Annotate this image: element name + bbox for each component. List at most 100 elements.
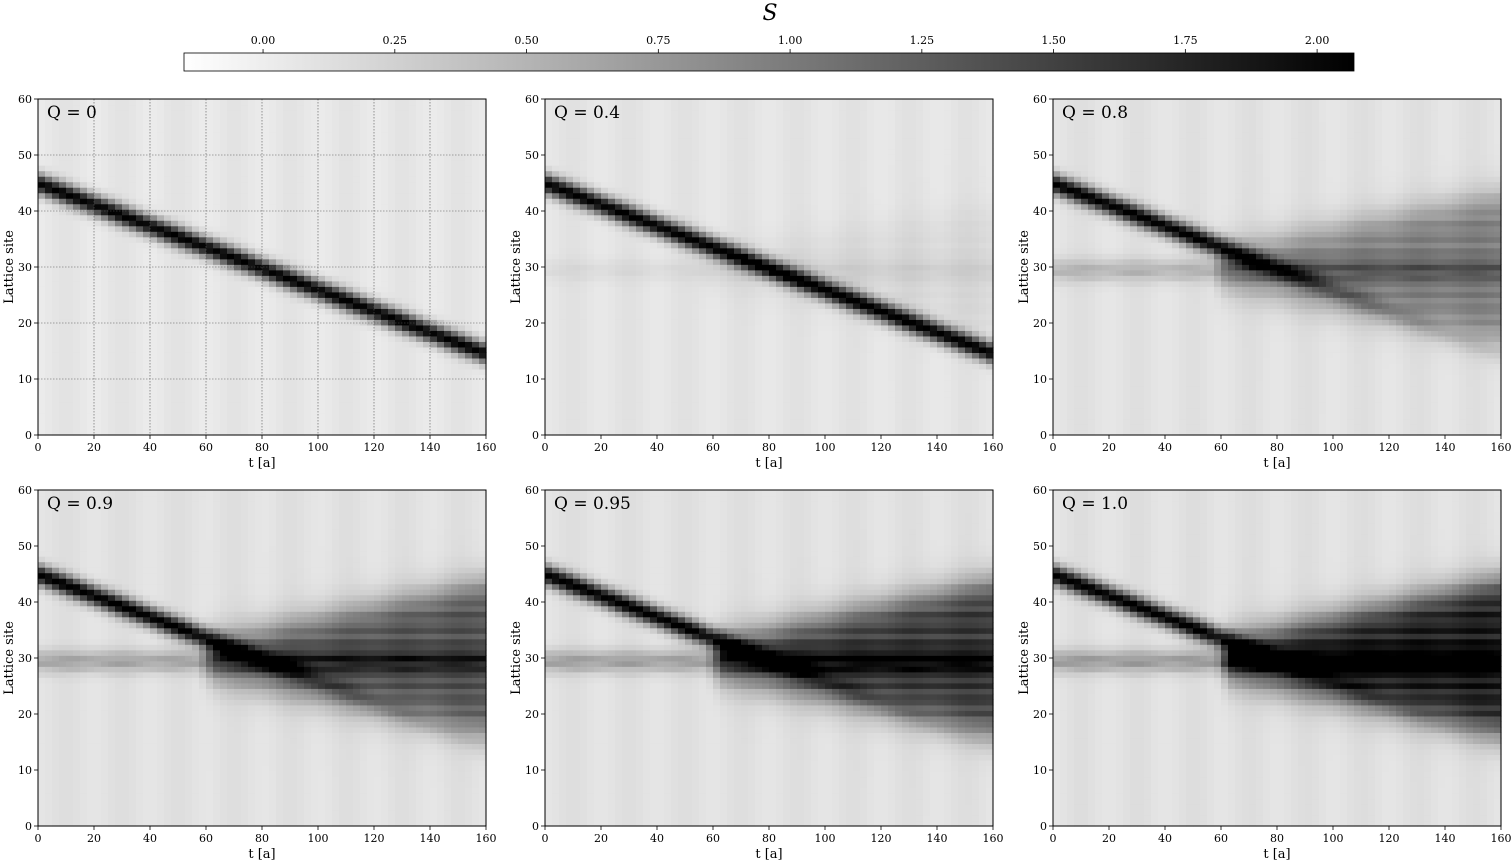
heatmap-cell xyxy=(248,242,256,249)
heatmap-cell xyxy=(601,165,609,172)
heatmap-cell xyxy=(367,137,375,144)
heatmap-cell xyxy=(178,143,186,150)
heatmap-cell xyxy=(66,99,74,106)
heatmap-cell xyxy=(38,418,46,425)
heatmap-cell xyxy=(479,335,487,342)
heatmap-cell xyxy=(594,203,602,210)
heatmap-cell xyxy=(38,330,46,337)
heatmap-cell xyxy=(297,308,305,315)
heatmap-cell xyxy=(601,154,609,161)
heatmap-cell xyxy=(552,264,560,271)
heatmap-cell xyxy=(122,357,130,364)
heatmap-cell xyxy=(80,264,88,271)
heatmap-cell xyxy=(629,418,637,425)
heatmap-cell xyxy=(255,258,263,265)
heatmap-cell xyxy=(444,297,452,304)
heatmap-cell xyxy=(552,236,560,243)
heatmap-cell xyxy=(129,143,137,150)
heatmap-cell xyxy=(402,115,410,122)
heatmap-cell xyxy=(416,126,424,133)
heatmap-cell xyxy=(346,429,354,436)
heatmap-cell xyxy=(192,291,200,298)
heatmap-cell xyxy=(559,275,567,282)
heatmap-cell xyxy=(587,143,595,150)
heatmap-cell xyxy=(395,429,403,436)
heatmap-cell xyxy=(552,291,560,298)
heatmap-cell xyxy=(353,352,361,359)
heatmap-cell xyxy=(318,341,326,348)
heatmap-cell xyxy=(402,181,410,188)
heatmap-cell xyxy=(94,220,102,227)
heatmap-cell xyxy=(437,352,445,359)
heatmap-cell xyxy=(164,192,172,199)
heatmap-cell xyxy=(255,401,263,409)
heatmap-cell xyxy=(601,198,609,205)
heatmap-cell xyxy=(171,143,179,150)
heatmap-cell xyxy=(255,280,263,287)
heatmap-cell xyxy=(115,236,123,243)
heatmap-cell xyxy=(360,286,368,293)
heatmap-cell xyxy=(339,385,347,392)
heatmap-cell xyxy=(171,115,179,122)
heatmap-cell xyxy=(150,214,158,221)
heatmap-cell xyxy=(650,396,658,403)
heatmap-cell xyxy=(601,335,609,342)
heatmap-cell xyxy=(601,264,609,271)
heatmap-cell xyxy=(395,275,403,282)
heatmap-cell xyxy=(241,319,249,326)
heatmap-cell xyxy=(367,209,375,216)
heatmap-cell xyxy=(143,313,151,320)
heatmap-cell xyxy=(360,154,368,161)
heatmap-cell xyxy=(234,390,242,398)
heatmap-cell xyxy=(192,313,200,320)
heatmap-cell xyxy=(304,104,312,111)
heatmap-cell xyxy=(108,374,116,381)
heatmap-cell xyxy=(122,418,130,425)
heatmap-cell xyxy=(346,280,354,287)
heatmap-cell xyxy=(346,341,354,348)
heatmap-cell xyxy=(101,363,109,370)
heatmap-cell xyxy=(451,203,459,210)
heatmap-cell xyxy=(283,275,291,282)
heatmap-cell xyxy=(643,225,651,232)
heatmap-cell xyxy=(73,275,81,282)
heatmap-cell xyxy=(213,258,221,265)
heatmap-cell xyxy=(143,176,151,183)
heatmap-cell xyxy=(346,181,354,188)
heatmap-cell xyxy=(346,363,354,370)
heatmap-cell xyxy=(381,253,389,260)
heatmap-cell xyxy=(52,110,60,117)
heatmap-cell xyxy=(608,407,616,414)
heatmap-cell xyxy=(332,187,340,194)
heatmap-cell xyxy=(545,110,553,117)
heatmap-cell xyxy=(587,225,595,232)
heatmap-cell xyxy=(552,346,560,353)
heatmap-cell xyxy=(409,352,417,359)
heatmap-cell xyxy=(262,132,270,139)
heatmap-cell xyxy=(213,390,221,398)
heatmap-cell xyxy=(66,203,74,210)
heatmap-cell xyxy=(601,203,609,210)
heatmap-cell xyxy=(66,330,74,337)
heatmap-cell xyxy=(587,181,595,188)
heatmap-cell xyxy=(262,126,270,133)
heatmap-cell xyxy=(164,412,172,420)
heatmap-cell xyxy=(552,203,560,210)
heatmap-cell xyxy=(381,247,389,254)
heatmap-cell xyxy=(472,401,480,409)
heatmap-cell xyxy=(601,209,609,216)
heatmap-cell xyxy=(545,258,553,265)
heatmap-cell xyxy=(248,148,256,155)
heatmap-cell xyxy=(395,401,403,409)
heatmap-cell xyxy=(437,385,445,392)
heatmap-cell xyxy=(374,291,382,298)
heatmap-cell xyxy=(594,302,602,309)
heatmap-cell xyxy=(608,357,616,364)
heatmap-cell xyxy=(643,396,651,403)
heatmap-cell xyxy=(643,187,651,194)
heatmap-cell xyxy=(402,220,410,227)
heatmap-cell xyxy=(608,253,616,260)
heatmap-cell xyxy=(423,379,431,387)
heatmap-cell xyxy=(472,324,480,331)
heatmap-cell xyxy=(304,258,312,265)
